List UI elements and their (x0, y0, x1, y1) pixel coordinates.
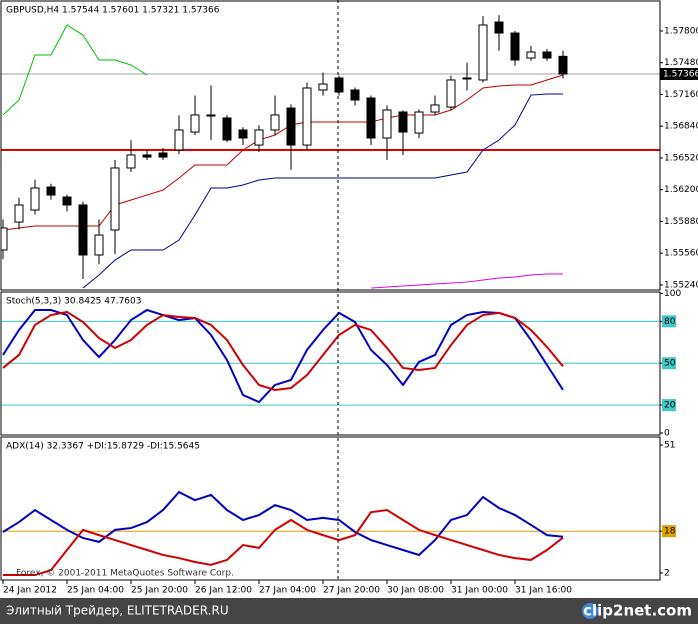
x-tick-label: 30 Jan 08:00 (387, 586, 444, 596)
candle-body (302, 87, 312, 146)
indicator-line (2, 310, 564, 392)
y-tick-label: 1.57800 (664, 26, 698, 36)
x-tick-label: 31 Jan 00:00 (451, 586, 508, 596)
candle-body (110, 167, 120, 231)
y-tick-label: 1.56840 (664, 122, 698, 132)
candle-body (382, 109, 392, 139)
y-tick-label: 1.57480 (664, 58, 698, 68)
candle-body (1, 227, 8, 251)
y-tick-label: 50 (664, 359, 676, 369)
candle-body (94, 234, 104, 256)
panel (1, 15, 660, 289)
last-price-box (660, 68, 698, 81)
candle-body (558, 55, 568, 75)
copyright: Forex, © 2001-2011 MetaQuotes Software C… (16, 569, 234, 579)
candle-body (174, 129, 184, 151)
x-tick-label: 27 Jan 20:00 (323, 586, 380, 596)
y-tick-label: 1.56520 (664, 153, 698, 163)
candle-body (190, 114, 200, 133)
candle-body (14, 204, 24, 223)
logo-icon (582, 603, 598, 619)
candle-body (366, 97, 376, 139)
candle-body (526, 51, 536, 59)
y-tick-label: 100 (664, 289, 681, 299)
indicator-line (2, 308, 564, 404)
tick-label-box (662, 525, 676, 538)
panel (1, 308, 660, 406)
candle-body (446, 79, 456, 108)
candle-body (206, 114, 216, 117)
x-tick-label: 26 Jan 12:00 (195, 586, 252, 596)
y-tick-label: 1.55560 (664, 249, 698, 259)
indicator-line (2, 24, 148, 116)
candle-body (398, 111, 408, 133)
y-tick-label: 2 (664, 568, 670, 578)
candle-body (62, 196, 72, 206)
x-tick-label: 31 Jan 16:00 (515, 586, 572, 596)
candle-body (270, 114, 280, 131)
y-tick-label: 51 (664, 441, 675, 451)
y-tick-label: 20 (664, 401, 676, 411)
y-tick-label: 1.56200 (664, 185, 698, 195)
y-tick-label: 1.55240 (664, 280, 698, 290)
footer-bar (0, 598, 698, 624)
panel-frame (0, 436, 661, 581)
candle-body (238, 129, 248, 139)
panel (1, 490, 660, 577)
indicator-line (3, 509, 564, 577)
candle-body (414, 111, 424, 134)
panel-title: GBPUSD,H4 1.57544 1.57601 1.57321 1.5736… (6, 6, 220, 16)
candle-body (222, 117, 232, 141)
x-tick-label: 25 Jan 04:00 (67, 586, 124, 596)
candle-body (46, 186, 56, 196)
tick-label-box (662, 357, 676, 370)
y-tick-label: 1.57160 (664, 90, 698, 100)
candle-body (494, 21, 504, 34)
y-tick-label: 18 (664, 527, 676, 537)
y-tick-label: 0 (664, 429, 670, 439)
candle-body (430, 104, 440, 113)
candle-body (78, 204, 88, 256)
candle-body (318, 83, 328, 91)
candle-body (30, 187, 40, 211)
indicator-line (2, 74, 564, 231)
candle-body (542, 51, 552, 59)
candle-body (510, 32, 520, 61)
y-tick-label: 1.55880 (664, 217, 698, 227)
candle-body (286, 107, 296, 146)
candle-body (462, 77, 472, 80)
x-tick-label: 27 Jan 04:00 (259, 586, 316, 596)
y-tick-label: 80 (664, 317, 676, 327)
last-price-label: 1.57366 (663, 70, 698, 80)
candle-body (158, 152, 168, 158)
candle-body (126, 154, 136, 169)
footer-left: Элитный Трейдер, ELITETRADER.RU (6, 604, 229, 618)
x-tick-label: 25 Jan 20:00 (131, 586, 188, 596)
candle-body (142, 154, 152, 158)
indicator-line (82, 93, 563, 289)
candle-body (334, 77, 344, 93)
indicator-line (2, 490, 564, 557)
candle-body (350, 89, 360, 101)
tick-label-box (662, 399, 676, 412)
x-tick-label: 24 Jan 2012 (3, 586, 57, 596)
tick-label-box (662, 315, 676, 328)
panel-frame (0, 0, 661, 291)
panel-title: Stoch(5,3,3) 30.8425 47.7603 (6, 297, 141, 307)
panel-title: ADX(14) 32.3367 +DI:15.8729 -DI:15.5645 (6, 442, 200, 452)
candle-body (478, 24, 488, 81)
candle-body (254, 129, 264, 146)
indicator-line (370, 273, 563, 289)
footer-right: clip2net.com (583, 602, 692, 620)
